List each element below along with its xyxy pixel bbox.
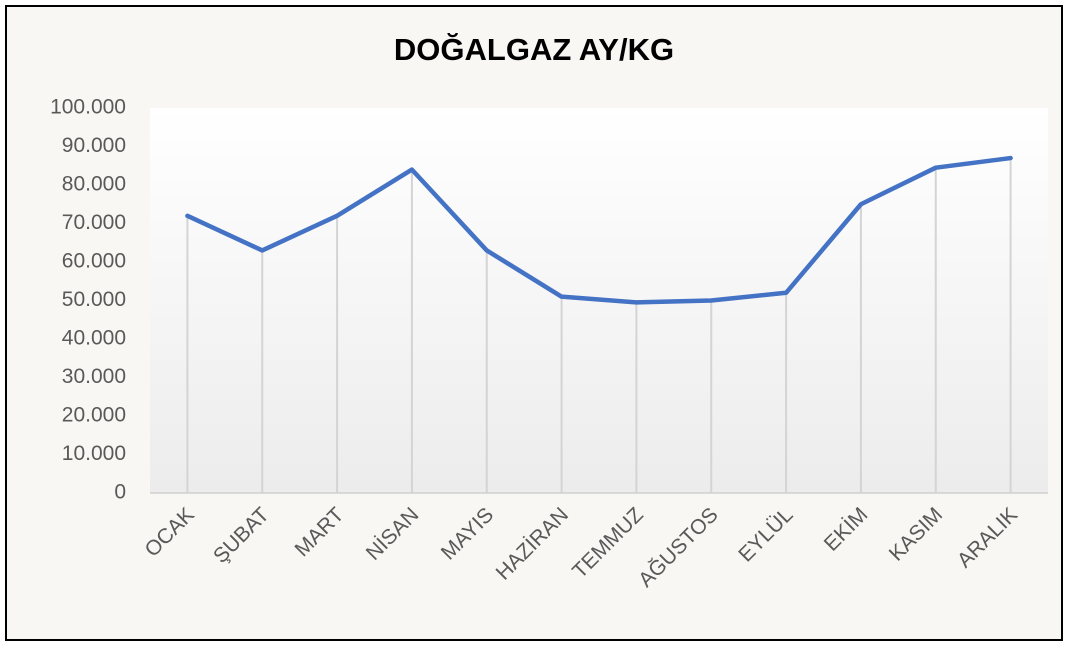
line-series — [185, 155, 1013, 305]
y-tick-label: 40.000 — [62, 327, 126, 350]
y-tick-label: 10.000 — [62, 442, 126, 465]
y-tick-label: 30.000 — [62, 365, 126, 388]
chart-title: DOĞALGAZ AY/KG — [394, 32, 674, 67]
y-tick-label: 80.000 — [62, 173, 126, 196]
y-tick-label: 0 — [114, 481, 126, 504]
y-tick-label: 50.000 — [62, 288, 126, 311]
y-tick-label: 90.000 — [62, 134, 126, 157]
y-tick-label: 20.000 — [62, 404, 126, 427]
y-tick-label: 70.000 — [62, 211, 126, 234]
y-tick-label: 100.000 — [50, 96, 126, 119]
y-tick-label: 60.000 — [62, 250, 126, 273]
